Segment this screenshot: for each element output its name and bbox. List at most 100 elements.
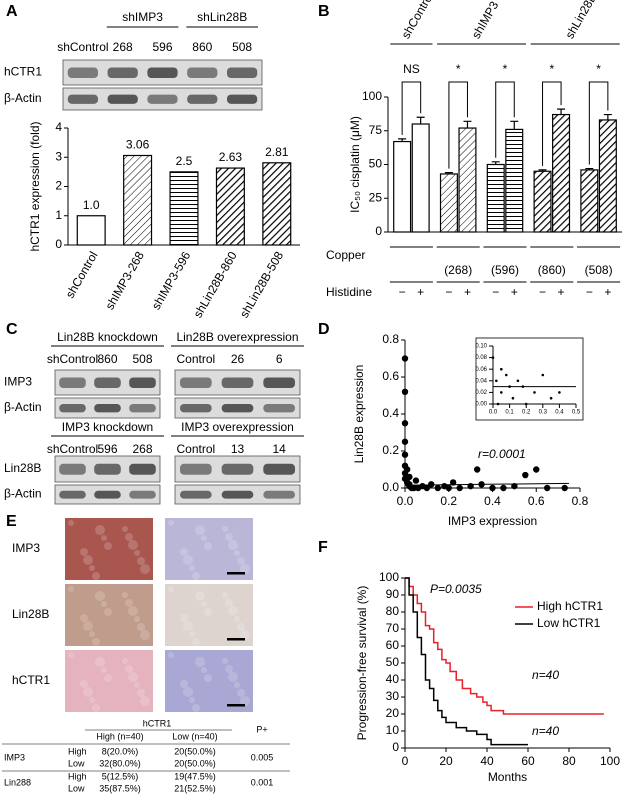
significance-bracket [542, 81, 562, 166]
ihc-texture [140, 564, 150, 574]
blot-band [180, 404, 212, 413]
table-p: 0.001 [251, 777, 274, 787]
point [428, 481, 435, 488]
x-tick-label: 0.5 [572, 410, 581, 416]
ihc-image [65, 518, 153, 580]
ihc-texture [128, 606, 138, 616]
y-tick-label: 0 [375, 224, 382, 238]
ihc-texture [101, 535, 107, 541]
point [500, 484, 507, 492]
x-tick-label: 100 [600, 754, 620, 768]
ihc-image [165, 650, 253, 712]
blot-band [67, 94, 99, 104]
significance: * [596, 62, 601, 76]
ihc-row-label: IMP3 [12, 541, 40, 555]
ihc-texture [80, 614, 88, 622]
ihc-texture [168, 520, 174, 526]
error-bar [557, 108, 566, 115]
panel-label: F [318, 539, 328, 556]
point [401, 388, 409, 395]
y-tick-label: 0.04 [475, 378, 487, 384]
row-label: Copper [326, 248, 365, 262]
lane-label: shControl [47, 442, 98, 456]
error-bar [491, 161, 500, 165]
y-tick-label: 0.10 [475, 344, 487, 350]
y-tick-label: 50 [386, 655, 400, 669]
significance: * [549, 62, 554, 76]
point [491, 356, 495, 359]
annotation: n=40 [532, 668, 559, 682]
point [541, 373, 545, 377]
point [414, 484, 422, 492]
ihc-texture [192, 572, 200, 580]
blot-band [129, 463, 156, 475]
ihc-texture [195, 525, 205, 535]
y-tick-label: 0 [392, 740, 399, 754]
x-tick-label: 40 [480, 754, 494, 768]
blot-band [147, 67, 178, 78]
ihc-texture [92, 572, 100, 580]
blot-band [221, 404, 254, 413]
point [401, 355, 409, 362]
group-label: shIMP3 [122, 10, 163, 24]
series-name: + [464, 285, 471, 299]
x-tick-label: shLin28B-508 [237, 249, 286, 320]
significance: NS [403, 62, 420, 76]
table-gene: Lin288 [4, 777, 31, 787]
lane-label: 508 [232, 40, 252, 54]
ihc-texture [122, 592, 128, 598]
panel-label: C [6, 321, 18, 338]
value-label: 1.0 [83, 198, 100, 212]
x-tick-label: (596) [491, 263, 519, 277]
bar [215, 167, 245, 246]
series-name: − [445, 285, 452, 299]
x-tick-label: shIMP3-268 [102, 249, 147, 312]
panel-label: E [6, 513, 17, 530]
point [401, 420, 409, 427]
y-tick-label: 0.0 [382, 480, 399, 494]
point [401, 451, 409, 458]
significance: * [456, 62, 461, 76]
y-tick-label: 0.06 [475, 367, 487, 373]
y-axis-label: hCTR1 expression (fold) [28, 121, 42, 251]
y-tick-label: 10 [386, 723, 400, 737]
ihc-texture [222, 658, 228, 664]
ihc-texture [189, 697, 195, 703]
legend-label: High hCTR1 [537, 599, 603, 613]
ihc-texture [134, 682, 140, 688]
point [561, 484, 568, 492]
point [401, 438, 409, 445]
ihc-texture [225, 599, 233, 607]
bar [580, 169, 599, 233]
point [504, 373, 508, 377]
y-tick-label: 4 [55, 120, 62, 134]
error-bar [416, 116, 425, 124]
blot-band [59, 490, 86, 499]
blot-title: Lin28B overexpression [176, 330, 298, 344]
y-tick-label: 0 [55, 237, 62, 251]
point [467, 482, 474, 490]
ihc-texture [183, 687, 193, 697]
table-cell: 32(80.0%) [99, 758, 141, 768]
table-cell: 20(50.0%) [174, 758, 216, 768]
panel-label: B [318, 3, 330, 20]
point [489, 484, 496, 492]
row-label: Histidine [326, 285, 372, 299]
series-name: − [399, 285, 406, 299]
table-cell: Low [68, 758, 85, 768]
table-column: High (n=40) [96, 731, 143, 741]
point [533, 466, 540, 473]
y-tick-label: 20 [386, 706, 400, 720]
trend-line [404, 482, 570, 486]
y-tick-label: 25 [369, 190, 383, 204]
table-group: hCTR1 [143, 718, 172, 728]
survival-curve [405, 577, 528, 746]
ihc-texture [125, 665, 133, 673]
blot-band [59, 377, 86, 388]
error-bar [463, 120, 472, 129]
ihc-texture [83, 555, 93, 565]
point [403, 466, 411, 473]
blot-band [59, 404, 86, 413]
x-tick-label: shIMP3-596 [149, 249, 194, 312]
